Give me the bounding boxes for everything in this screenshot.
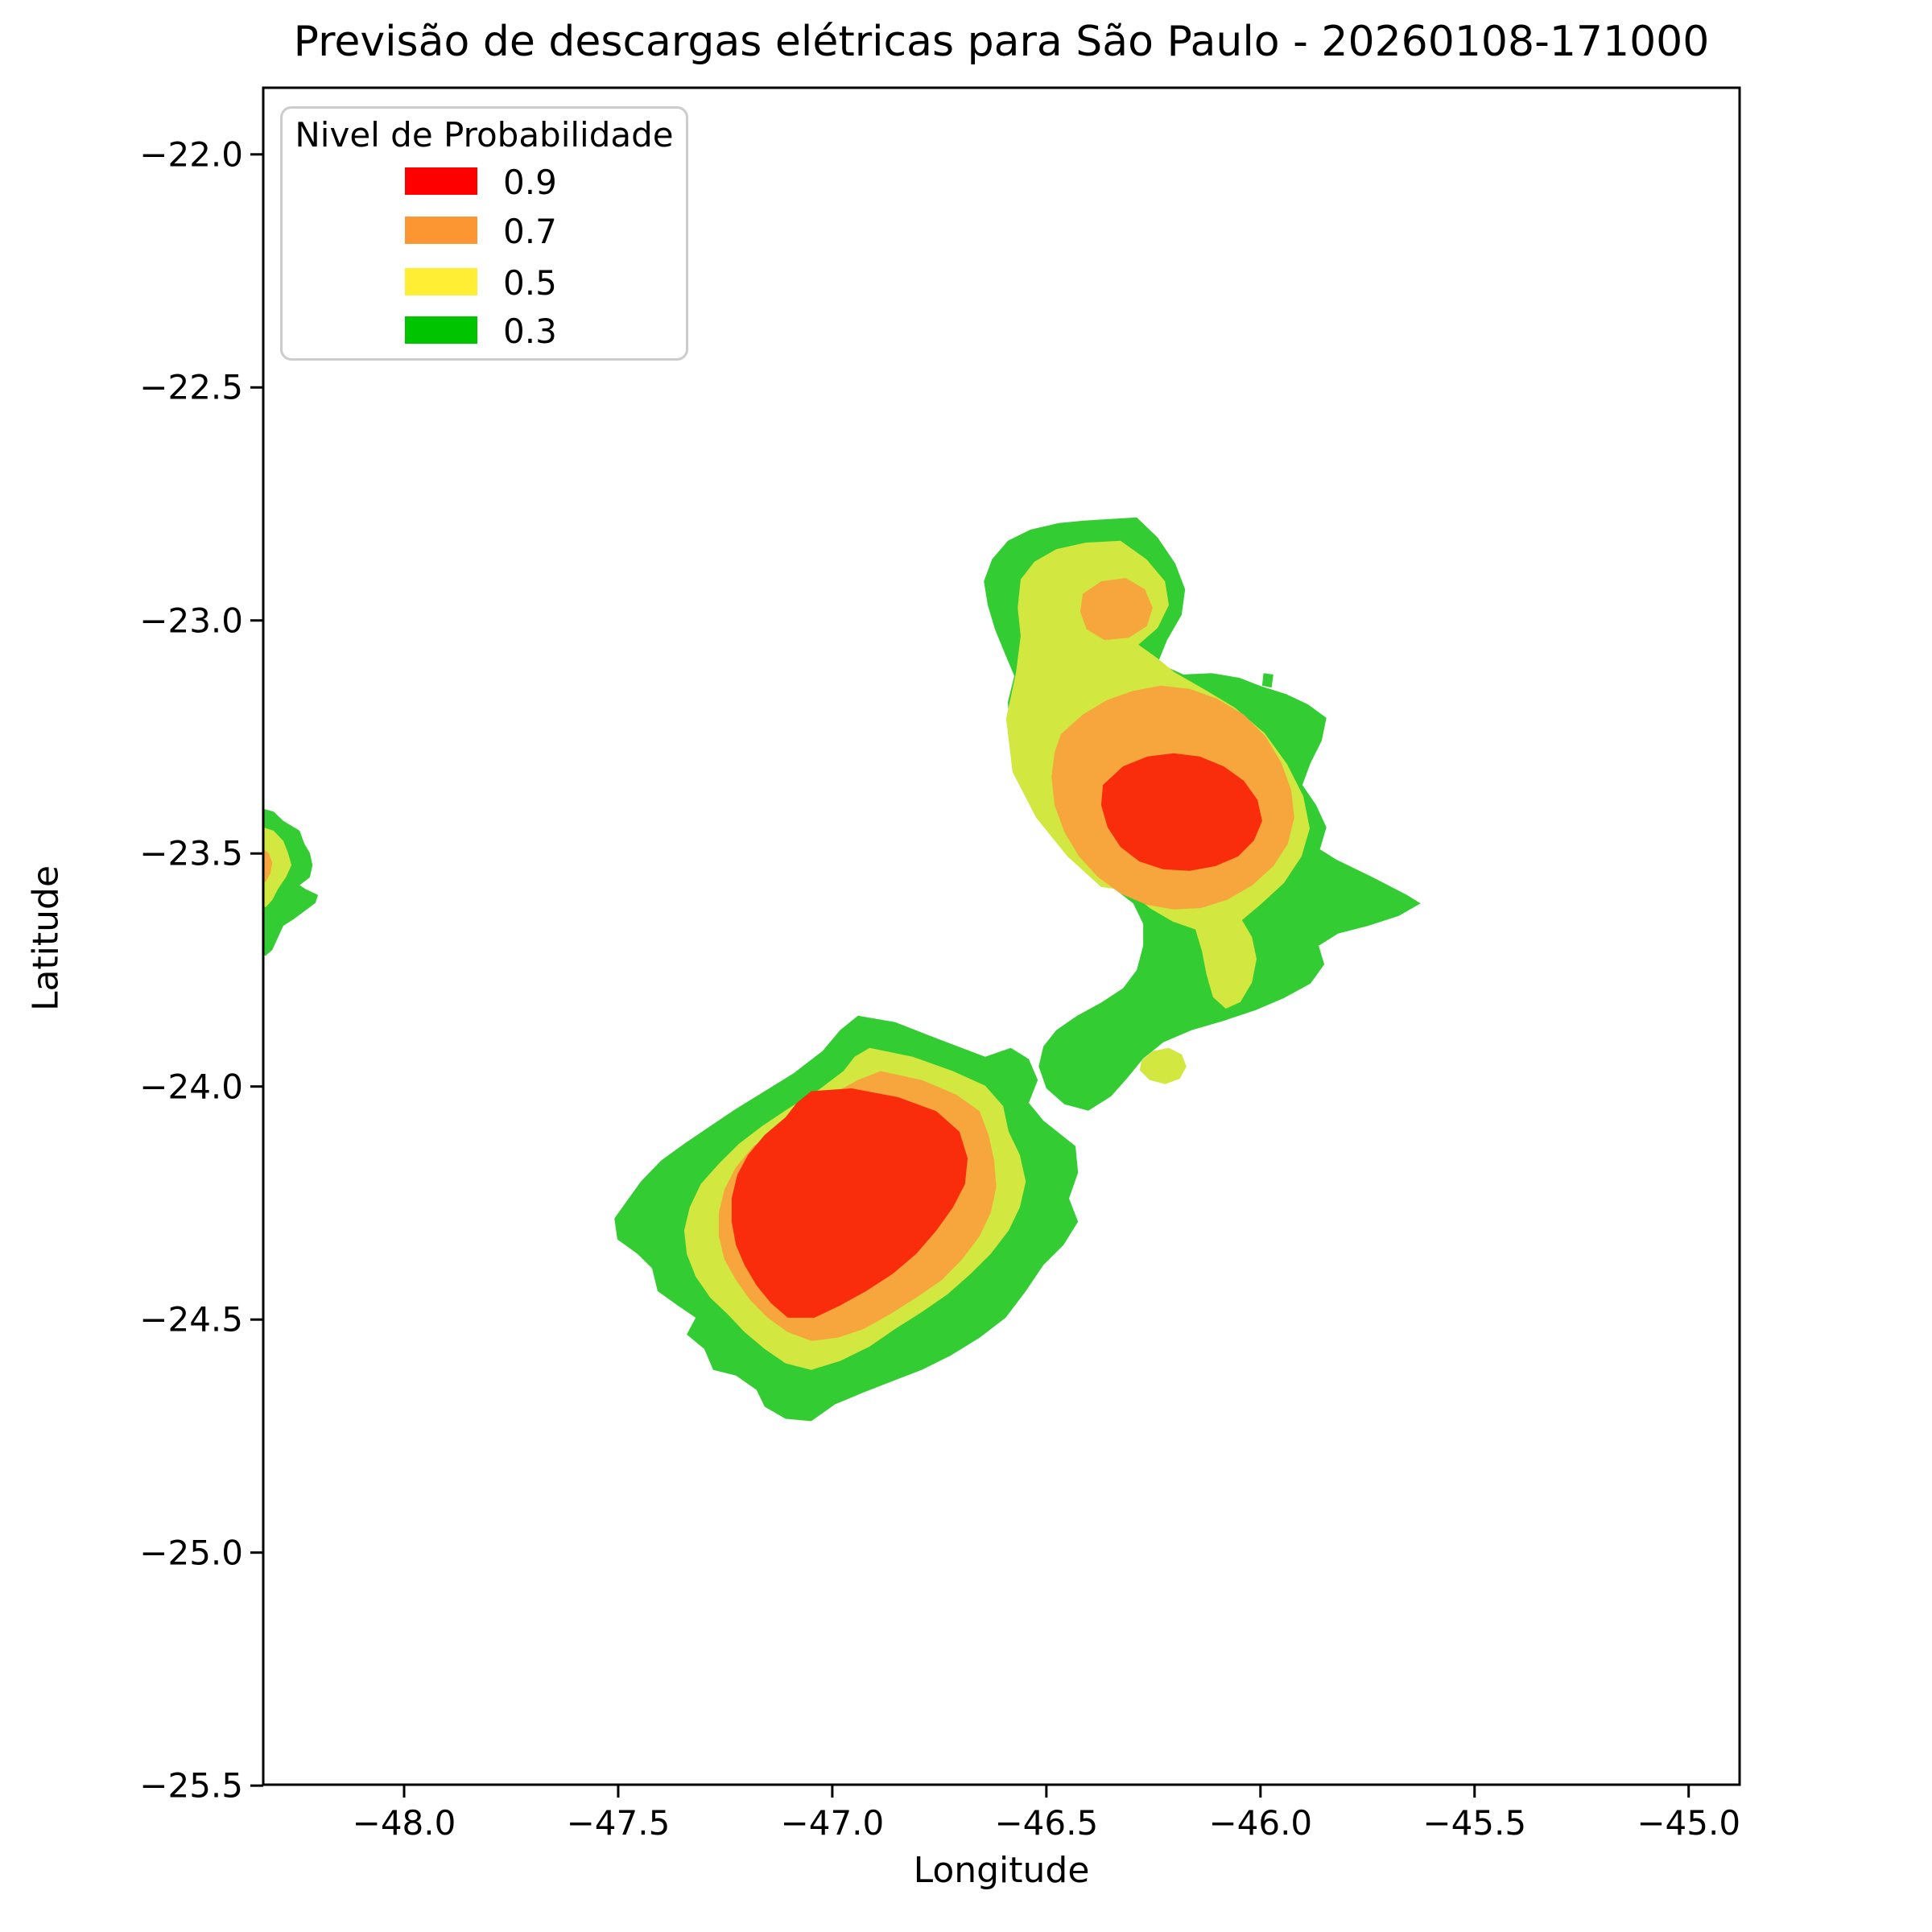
contour-region-northeast-cell-green-sliver bbox=[1261, 673, 1274, 688]
chart-title: Previsão de descargas elétricas para São… bbox=[293, 18, 1710, 66]
y-tick-label: −22.0 bbox=[139, 134, 243, 175]
legend-label: 0.9 bbox=[503, 163, 557, 202]
x-tick-label: −48.0 bbox=[352, 1803, 456, 1843]
legend-entry-0.3: 0.3 bbox=[283, 312, 686, 351]
x-tick-label: −46.5 bbox=[994, 1803, 1099, 1843]
x-tick-label: −46.0 bbox=[1208, 1803, 1313, 1843]
legend-entry-0.9: 0.9 bbox=[283, 163, 686, 202]
x-tick-label: −45.5 bbox=[1422, 1803, 1527, 1843]
legend-label: 0.5 bbox=[503, 263, 557, 303]
legend-title: Nivel de Probabilidade bbox=[295, 115, 674, 155]
contour-region-west-edge-cell-yellow bbox=[263, 827, 292, 907]
legend-box: Nivel de Probabilidade 0.9 0.7 0.5 0.3 bbox=[280, 106, 688, 361]
legend-label: 0.3 bbox=[503, 312, 557, 351]
legend-entry-0.7: 0.7 bbox=[283, 212, 686, 251]
legend-swatch-green bbox=[405, 316, 477, 344]
legend-label: 0.7 bbox=[503, 212, 557, 251]
contour-region-northeast-south-yellow-spot bbox=[1139, 1047, 1187, 1084]
y-tick-label: −24.5 bbox=[139, 1299, 243, 1340]
legend-entry-0.5: 0.5 bbox=[283, 263, 686, 303]
legend-swatch-red bbox=[405, 167, 477, 195]
y-axis-label: Latitude bbox=[25, 865, 67, 1012]
contour-region-northeast-top-orange-spot bbox=[1080, 578, 1153, 641]
y-tick-label: −23.5 bbox=[139, 833, 243, 873]
y-tick-label: −24.0 bbox=[139, 1067, 243, 1107]
y-tick-label: −25.5 bbox=[139, 1765, 243, 1806]
contour-region-west-edge-cell-orange bbox=[263, 849, 273, 883]
x-axis-label: Longitude bbox=[913, 1850, 1090, 1891]
x-tick-label: −47.0 bbox=[780, 1803, 885, 1843]
y-tick-label: −25.0 bbox=[139, 1533, 243, 1573]
axes-spines bbox=[262, 86, 1741, 1786]
contour-regions bbox=[263, 517, 1421, 1422]
x-tick-label: −45.0 bbox=[1637, 1803, 1741, 1843]
legend-swatch-orange bbox=[405, 217, 477, 244]
legend-swatch-yellow bbox=[405, 268, 477, 295]
contour-region-northeast-core-red bbox=[1100, 753, 1262, 871]
x-tick-label: −47.5 bbox=[566, 1803, 671, 1843]
contour-region-southwest-cell-red bbox=[731, 1088, 968, 1318]
y-tick-label: −22.5 bbox=[139, 367, 243, 407]
y-tick-label: −23.0 bbox=[139, 601, 243, 641]
